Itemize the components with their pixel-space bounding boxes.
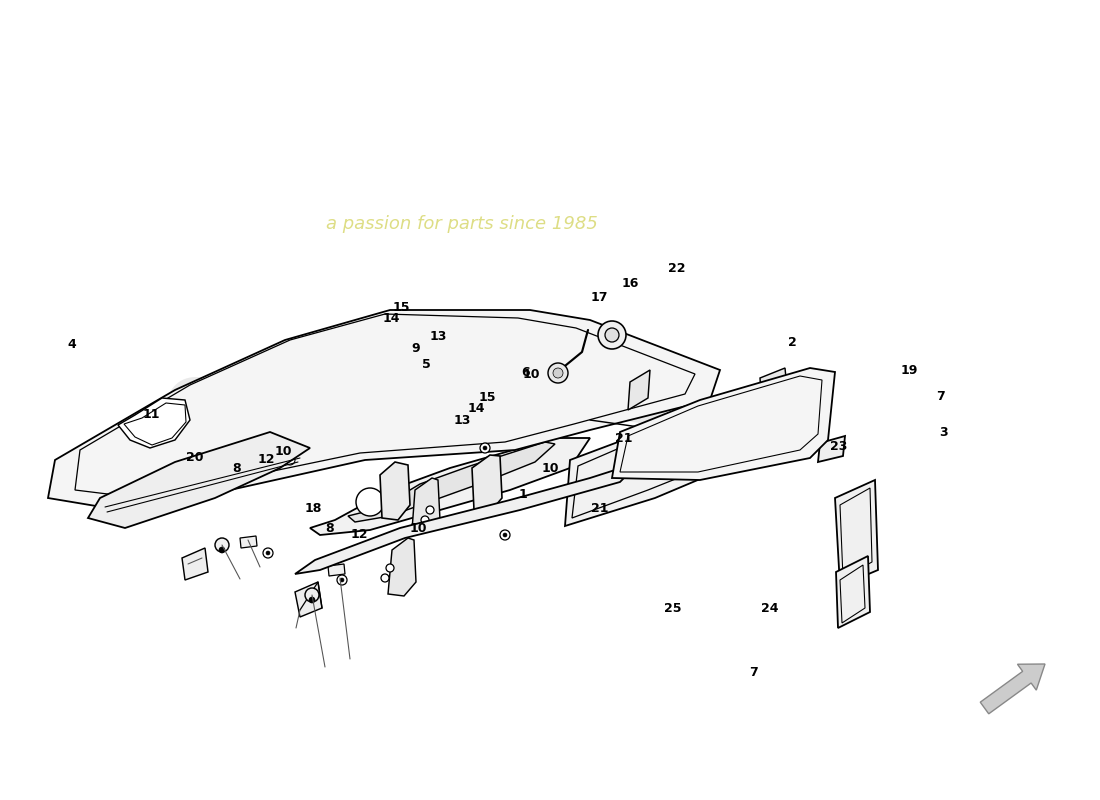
Polygon shape bbox=[328, 564, 345, 576]
Circle shape bbox=[386, 564, 394, 572]
Text: 20: 20 bbox=[186, 451, 204, 464]
Polygon shape bbox=[217, 452, 235, 465]
Circle shape bbox=[337, 575, 346, 585]
Polygon shape bbox=[472, 455, 502, 512]
Circle shape bbox=[605, 328, 619, 342]
Circle shape bbox=[266, 551, 270, 555]
Polygon shape bbox=[252, 445, 270, 458]
Text: 16: 16 bbox=[621, 277, 639, 290]
Circle shape bbox=[381, 574, 389, 582]
Circle shape bbox=[480, 443, 490, 453]
Text: 14: 14 bbox=[468, 402, 485, 414]
Text: 9: 9 bbox=[411, 342, 420, 354]
Text: 5: 5 bbox=[422, 358, 431, 370]
Text: 12: 12 bbox=[351, 528, 369, 541]
Polygon shape bbox=[118, 398, 190, 448]
Text: 2: 2 bbox=[788, 336, 796, 349]
Circle shape bbox=[309, 597, 315, 603]
Text: 10: 10 bbox=[275, 446, 293, 458]
Polygon shape bbox=[310, 438, 590, 535]
Text: 15: 15 bbox=[478, 391, 496, 404]
Text: eurospares: eurospares bbox=[164, 361, 672, 439]
Polygon shape bbox=[412, 478, 440, 532]
Text: 6: 6 bbox=[521, 366, 530, 378]
Polygon shape bbox=[88, 432, 310, 528]
Circle shape bbox=[762, 422, 798, 458]
Text: 17: 17 bbox=[591, 291, 608, 304]
Polygon shape bbox=[818, 436, 845, 462]
Text: 3: 3 bbox=[939, 426, 948, 438]
Text: 13: 13 bbox=[429, 330, 447, 342]
Polygon shape bbox=[348, 442, 556, 522]
Circle shape bbox=[305, 588, 319, 602]
Text: 1: 1 bbox=[518, 488, 527, 501]
Circle shape bbox=[598, 321, 626, 349]
Circle shape bbox=[548, 363, 568, 383]
Circle shape bbox=[421, 516, 429, 524]
Text: 10: 10 bbox=[522, 368, 540, 381]
Text: 14: 14 bbox=[383, 312, 400, 325]
Polygon shape bbox=[295, 582, 322, 617]
FancyArrow shape bbox=[980, 664, 1045, 714]
Circle shape bbox=[356, 488, 384, 516]
Text: 7: 7 bbox=[749, 666, 758, 678]
Polygon shape bbox=[182, 548, 208, 580]
Circle shape bbox=[219, 547, 225, 553]
Text: 24: 24 bbox=[761, 602, 779, 614]
Polygon shape bbox=[379, 462, 410, 520]
Polygon shape bbox=[295, 462, 640, 574]
Text: 11: 11 bbox=[143, 408, 161, 421]
Polygon shape bbox=[565, 372, 820, 526]
Circle shape bbox=[285, 455, 295, 465]
Circle shape bbox=[553, 368, 563, 378]
Text: 15: 15 bbox=[393, 301, 410, 314]
Polygon shape bbox=[48, 310, 720, 510]
Text: 12: 12 bbox=[257, 454, 275, 466]
Polygon shape bbox=[612, 368, 835, 480]
Circle shape bbox=[426, 506, 434, 514]
Text: 22: 22 bbox=[668, 262, 685, 274]
Circle shape bbox=[214, 538, 229, 552]
Circle shape bbox=[500, 530, 510, 540]
Text: 10: 10 bbox=[541, 462, 559, 474]
Text: 18: 18 bbox=[305, 502, 322, 514]
Text: 21: 21 bbox=[591, 502, 608, 514]
Polygon shape bbox=[240, 536, 257, 548]
Polygon shape bbox=[182, 457, 200, 470]
Polygon shape bbox=[388, 538, 416, 596]
Text: 13: 13 bbox=[453, 414, 471, 426]
Text: 4: 4 bbox=[67, 338, 76, 350]
Circle shape bbox=[503, 533, 507, 537]
Circle shape bbox=[163, 468, 173, 478]
Circle shape bbox=[263, 548, 273, 558]
Text: 19: 19 bbox=[901, 364, 918, 377]
Polygon shape bbox=[836, 556, 870, 628]
Text: 10: 10 bbox=[409, 522, 427, 534]
Text: a passion for parts since 1985: a passion for parts since 1985 bbox=[326, 215, 598, 233]
Polygon shape bbox=[628, 370, 650, 410]
Text: 8: 8 bbox=[326, 522, 334, 534]
Polygon shape bbox=[760, 368, 788, 408]
Text: 25: 25 bbox=[664, 602, 682, 614]
Circle shape bbox=[223, 460, 233, 470]
Circle shape bbox=[483, 446, 487, 450]
Text: 7: 7 bbox=[936, 390, 945, 402]
Text: 23: 23 bbox=[829, 440, 847, 453]
Polygon shape bbox=[835, 480, 878, 586]
Circle shape bbox=[340, 578, 344, 582]
Text: 21: 21 bbox=[615, 432, 632, 445]
Text: 8: 8 bbox=[232, 462, 241, 474]
